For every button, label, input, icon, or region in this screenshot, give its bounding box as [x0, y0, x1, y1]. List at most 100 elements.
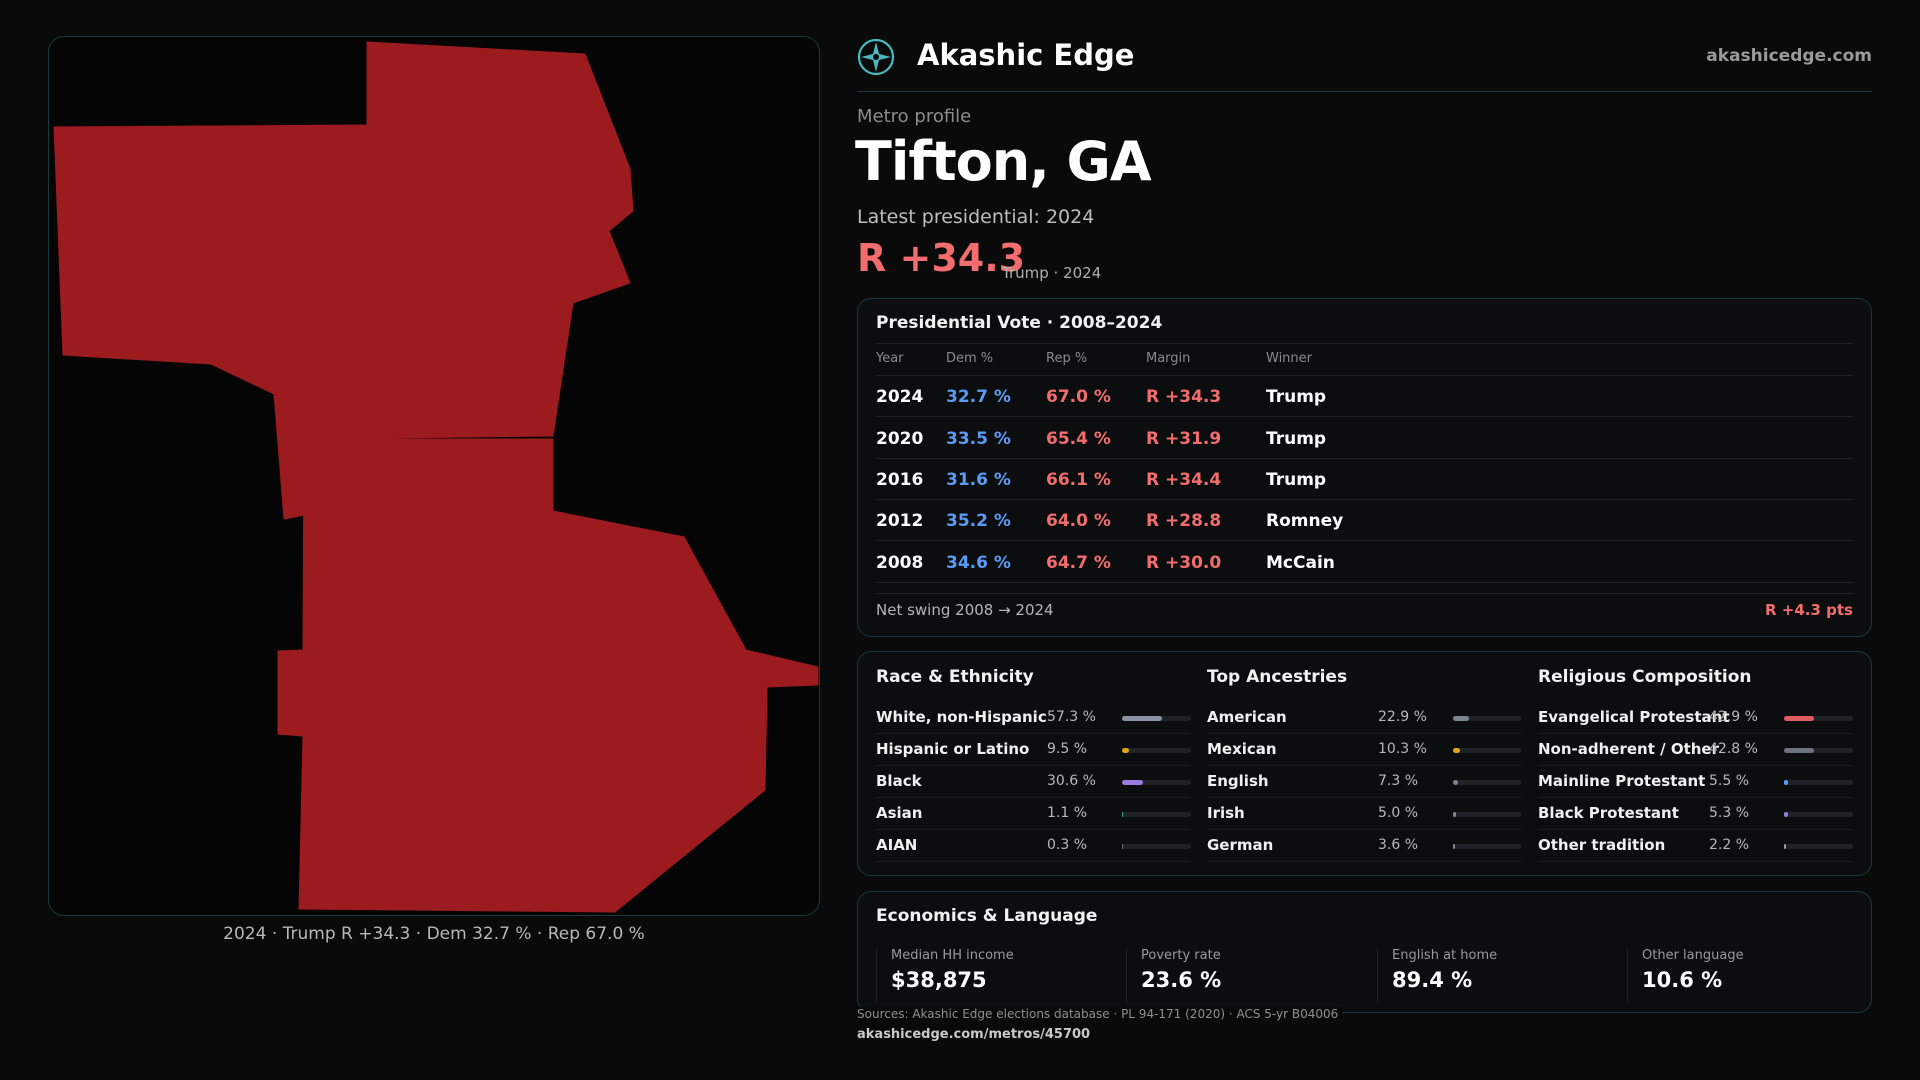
- brand-header: Akashic Edge akashicedge.com: [857, 34, 1872, 92]
- share-bar-fill: [1453, 716, 1469, 721]
- demographic-value: 30.6 %: [1047, 773, 1096, 789]
- column-header-rep: Rep %: [1046, 351, 1088, 366]
- cell-winner: Trump: [1266, 387, 1327, 407]
- demographic-value: 5.0 %: [1378, 805, 1419, 821]
- cell-year: 2012: [876, 511, 924, 531]
- cell-rep: 67.0 %: [1046, 387, 1111, 407]
- demographic-value: 22.9 %: [1378, 709, 1427, 725]
- demographic-label: Evangelical Protestant: [1538, 708, 1730, 726]
- cell-winner: Trump: [1266, 470, 1327, 490]
- cell-dem: 35.2 %: [946, 511, 1011, 531]
- share-bar-track: [1784, 812, 1853, 817]
- county-map[interactable]: [48, 36, 820, 916]
- demographic-value: 2.2 %: [1709, 837, 1750, 853]
- cell-winner: McCain: [1266, 553, 1335, 573]
- demographics-card: Race & Ethnicity White, non-Hispanic 57.3…: [857, 651, 1872, 876]
- column-header-dem: Dem %: [946, 351, 994, 366]
- map-caption: 2024 · Trump R +34.3 · Dem 32.7 % · Rep …: [223, 924, 645, 944]
- divider: [876, 343, 1853, 344]
- demographic-value: 0.3 %: [1047, 837, 1088, 853]
- cell-margin: R +28.8: [1146, 511, 1222, 531]
- demographic-value: 42.9 %: [1709, 709, 1758, 725]
- cell-year: 2024: [876, 387, 924, 407]
- share-bar-fill: [1784, 812, 1788, 817]
- share-bar-track: [1122, 748, 1191, 753]
- table-row[interactable]: 2020 33.5 % 65.4 % R +31.9 Trump: [876, 418, 1853, 459]
- brand-url-link[interactable]: akashicedge.com: [1706, 46, 1872, 66]
- cell-year: 2016: [876, 470, 924, 490]
- demographic-label: Hispanic or Latino: [876, 740, 1030, 758]
- demographic-row[interactable]: Black Protestant 5.3 %: [1538, 798, 1853, 830]
- cell-year: 2008: [876, 553, 924, 573]
- cell-margin: R +30.0: [1146, 553, 1222, 573]
- demographic-row[interactable]: American 22.9 %: [1207, 702, 1522, 734]
- demographic-row[interactable]: Mexican 10.3 %: [1207, 734, 1522, 766]
- section-title: Race & Ethnicity: [876, 667, 1034, 687]
- share-bar-fill: [1784, 780, 1788, 785]
- demographic-label: White, non-Hispanic: [876, 708, 1047, 726]
- demographic-label: AIAN: [876, 836, 918, 854]
- latest-margin-value: R +34.3: [857, 236, 1026, 280]
- demographic-value: 7.3 %: [1378, 773, 1419, 789]
- demographic-value: 10.3 %: [1378, 741, 1427, 757]
- share-bar-track: [1122, 716, 1191, 721]
- demographic-label: Mexican: [1207, 740, 1277, 758]
- share-bar-fill: [1784, 748, 1814, 753]
- demographic-row[interactable]: German 3.6 %: [1207, 830, 1522, 862]
- stat-other-language: Other language 10.6 %: [1627, 948, 1857, 1002]
- latest-margin-subtitle: Trump · 2024: [1002, 264, 1102, 282]
- demographic-row[interactable]: Hispanic or Latino 9.5 %: [876, 734, 1191, 766]
- table-row[interactable]: 2008 34.6 % 64.7 % R +30.0 McCain: [876, 542, 1853, 583]
- share-bar-fill: [1453, 812, 1457, 817]
- table-row[interactable]: 2024 32.7 % 67.0 % R +34.3 Trump: [876, 376, 1853, 417]
- race-ethnicity-section: Race & Ethnicity White, non-Hispanic 57.3…: [876, 652, 1191, 877]
- demographic-label: Asian: [876, 804, 923, 822]
- demographic-row[interactable]: White, non-Hispanic 57.3 %: [876, 702, 1191, 734]
- demographic-row[interactable]: English 7.3 %: [1207, 766, 1522, 798]
- demographic-label: Other tradition: [1538, 836, 1666, 854]
- table-row[interactable]: 2016 31.6 % 66.1 % R +34.4 Trump: [876, 459, 1853, 500]
- cell-dem: 34.6 %: [946, 553, 1011, 573]
- net-swing-value: R +4.3 pts: [1765, 601, 1853, 619]
- sources-note: Sources: Akashic Edge elections database…: [857, 1007, 1343, 1021]
- share-bar-track: [1453, 780, 1522, 785]
- share-bar-fill: [1453, 748, 1461, 753]
- county-shape-north[interactable]: [53, 41, 634, 440]
- brand-name[interactable]: Akashic Edge: [917, 38, 1135, 72]
- demographic-row[interactable]: Non-adherent / Other 42.8 %: [1538, 734, 1853, 766]
- compass-star-logo-icon[interactable]: [857, 38, 895, 76]
- demographic-row[interactable]: Other tradition 2.2 %: [1538, 830, 1853, 862]
- demographic-row[interactable]: Irish 5.0 %: [1207, 798, 1522, 830]
- share-bar-track: [1122, 812, 1191, 817]
- table-row[interactable]: 2012 35.2 % 64.0 % R +28.8 Romney: [876, 500, 1853, 541]
- stat-label: Other language: [1642, 948, 1744, 963]
- stat-value: $38,875: [891, 968, 987, 992]
- share-bar-fill: [1122, 844, 1124, 849]
- demographic-row[interactable]: Mainline Protestant 5.5 %: [1538, 766, 1853, 798]
- economics-card-title: Economics & Language: [876, 906, 1098, 926]
- demographic-value: 5.5 %: [1709, 773, 1750, 789]
- demographic-label: Irish: [1207, 804, 1245, 822]
- demographic-value: 5.3 %: [1709, 805, 1750, 821]
- demographic-label: English: [1207, 772, 1269, 790]
- demographic-row[interactable]: AIAN 0.3 %: [876, 830, 1191, 862]
- county-shape-south[interactable]: [277, 438, 819, 913]
- cell-rep: 64.0 %: [1046, 511, 1111, 531]
- metro-page-link[interactable]: akashicedge.com/metros/45700: [857, 1027, 1091, 1042]
- cell-dem: 32.7 %: [946, 387, 1011, 407]
- column-header-winner: Winner: [1266, 351, 1313, 366]
- latest-presidential-label: Latest presidential: 2024: [857, 206, 1095, 228]
- share-bar-fill: [1784, 844, 1786, 849]
- demographic-row[interactable]: Black 30.6 %: [876, 766, 1191, 798]
- section-title: Top Ancestries: [1207, 667, 1348, 687]
- share-bar-fill: [1784, 716, 1814, 721]
- share-bar-fill: [1453, 780, 1459, 785]
- demographic-value: 1.1 %: [1047, 805, 1088, 821]
- demographic-row[interactable]: Asian 1.1 %: [876, 798, 1191, 830]
- demographic-row[interactable]: Evangelical Protestant 42.9 %: [1538, 702, 1853, 734]
- share-bar-track: [1122, 780, 1191, 785]
- column-header-year: Year: [876, 351, 904, 366]
- demographic-value: 42.8 %: [1709, 741, 1758, 757]
- demographic-label: Black Protestant: [1538, 804, 1679, 822]
- cell-rep: 64.7 %: [1046, 553, 1111, 573]
